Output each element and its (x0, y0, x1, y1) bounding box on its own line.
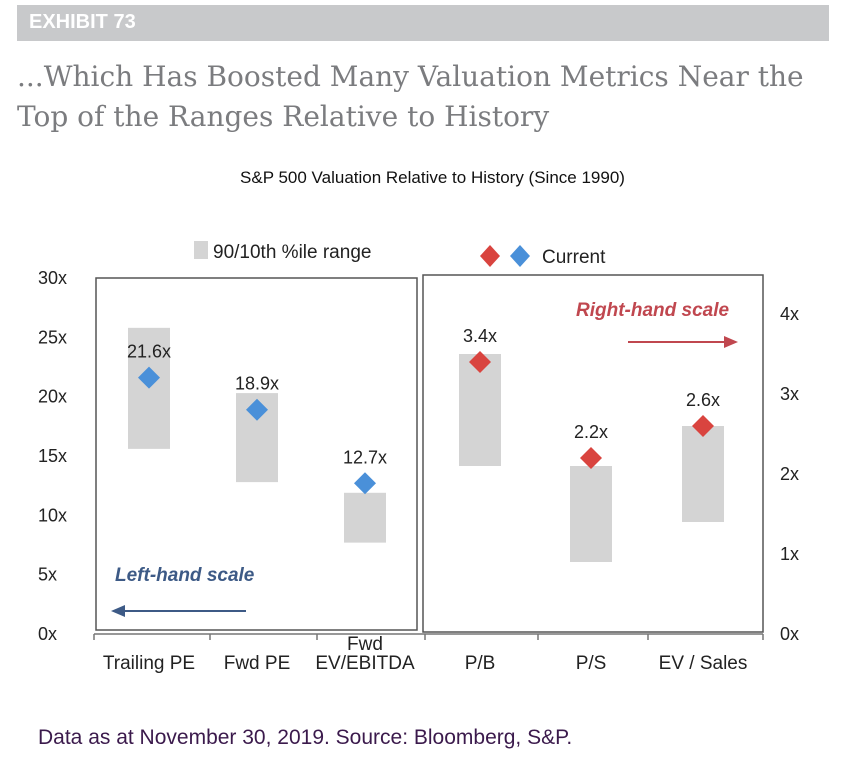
right-current-marker-0 (469, 351, 491, 373)
left-category-label-2-line2: EV/EBITDA (315, 653, 415, 674)
right-axis-tick-label: 3x (780, 384, 799, 404)
right-current-marker-1 (580, 447, 602, 469)
page-headline: ...Which Has Boosted Many Valuation Metr… (17, 60, 804, 133)
right-current-marker-2 (692, 415, 714, 437)
right-range-bar-1 (570, 466, 612, 562)
right-value-label-0: 3.4x (463, 326, 497, 346)
right-panel-frame (422, 274, 764, 633)
chart-title: S&P 500 Valuation Relative to History (S… (240, 168, 625, 187)
left-category-label-2-line1: Fwd (347, 634, 383, 655)
left-axis-tick-label: 5x (38, 565, 57, 585)
left-value-label-1: 18.9x (235, 374, 279, 394)
left-scale-label: Left-hand scale (115, 565, 255, 586)
left-panel-frame (95, 277, 418, 631)
left-current-marker-0 (138, 366, 160, 389)
left-current-marker-2 (354, 472, 376, 495)
right-axis-tick-label: 1x (780, 544, 799, 564)
right-value-label-2: 2.6x (686, 390, 720, 410)
right-axis-tick-label: 2x (780, 464, 799, 484)
left-axis-tick-label: 20x (38, 387, 67, 407)
legend-range-label: 90/10th %ile range (213, 242, 371, 263)
legend-blue-diamond-icon (510, 245, 530, 267)
right-axis-tick-label: 0x (780, 624, 799, 644)
left-current-marker-1 (246, 398, 268, 421)
right-category-label-2: EV / Sales (659, 653, 748, 674)
right-category-label-0: P/B (465, 653, 496, 674)
left-category-label-0: Trailing PE (103, 653, 195, 674)
left-axis-tick-label: 0x (38, 624, 57, 644)
left-axis-tick-label: 25x (38, 327, 67, 347)
legend-range-swatch (194, 241, 208, 259)
left-axis-tick-label: 15x (38, 446, 67, 466)
right-axis-tick-label: 4x (780, 304, 799, 324)
left-value-label-0: 21.6x (127, 342, 171, 362)
exhibit-label: EXHIBIT 73 (29, 11, 136, 33)
right-value-label-1: 2.2x (574, 422, 608, 442)
right-range-bar-2 (682, 426, 724, 522)
exhibit-header-bar: EXHIBIT 73 (17, 5, 829, 41)
legend-current-label: Current (542, 247, 606, 268)
left-axis-tick-label: 10x (38, 505, 67, 525)
left-value-label-2: 12.7x (343, 447, 387, 467)
legend-red-diamond-icon (480, 245, 500, 267)
left-axis-tick-label: 30x (38, 268, 67, 288)
source-footnote: Data as at November 30, 2019. Source: Bl… (38, 726, 573, 749)
left-range-bar-2 (344, 492, 386, 543)
right-category-label-1: P/S (576, 653, 607, 674)
left-category-label-1: Fwd PE (224, 653, 291, 674)
right-scale-label: Right-hand scale (576, 300, 730, 321)
left-arrow-icon (111, 605, 125, 617)
right-arrow-icon (724, 336, 738, 348)
